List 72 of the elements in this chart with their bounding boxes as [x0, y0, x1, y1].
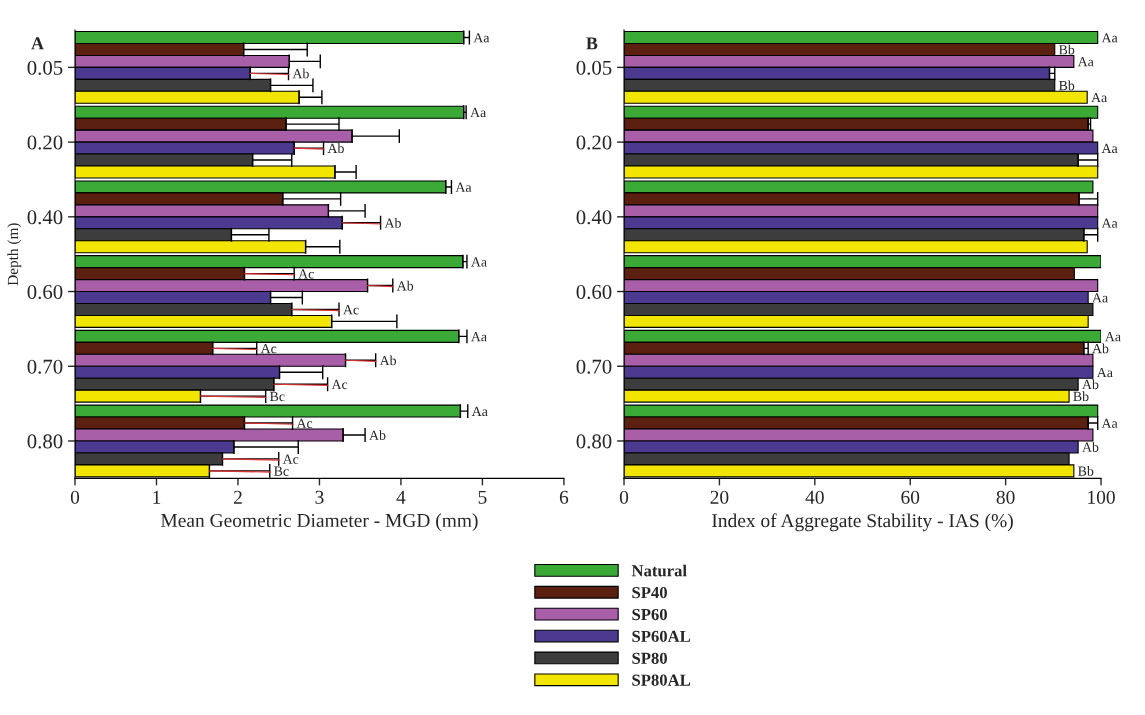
data-label: Aa	[470, 257, 487, 267]
y-tick-label: 0.05	[576, 60, 612, 75]
data-label: Ab	[1082, 379, 1099, 390]
data-label: Bb	[1073, 391, 1089, 402]
data-label: Ab	[396, 280, 414, 291]
x-tick-label: 60	[901, 490, 920, 504]
legend-label: SP60AL	[632, 630, 691, 643]
data-label: Aa	[473, 33, 490, 43]
chart-title: B	[586, 37, 598, 50]
data-label: Ac	[296, 418, 313, 428]
data-label: Aa	[1091, 92, 1108, 103]
data-label: Aa	[470, 332, 487, 342]
data-label: Aa	[455, 182, 472, 192]
legend-label: SP80AL	[632, 674, 691, 686]
x-tick-label: 20	[710, 490, 729, 504]
data-label: Ac	[331, 379, 348, 390]
data-label: Ac	[282, 454, 299, 464]
y-tick-label: 0.40	[576, 210, 612, 225]
x-tick-label: 100	[1088, 490, 1115, 504]
y-tick-label: 0.70	[576, 359, 612, 374]
data-label: Aa	[1096, 367, 1113, 378]
data-label: Aa	[1101, 143, 1118, 154]
data-label: Ab	[292, 68, 309, 79]
data-label: Ab	[379, 355, 397, 366]
data-label: Aa	[1101, 218, 1118, 228]
x-tick-label: 0	[70, 490, 80, 504]
data-label: Bc	[269, 391, 285, 402]
data-label: Bb	[1058, 80, 1075, 91]
data-label: Ab	[327, 143, 344, 154]
data-label: Ab	[1082, 442, 1099, 452]
x-axis-title: Index of Aggregate Stability - IAS (%)	[712, 513, 1013, 532]
chart-title: A	[31, 37, 44, 50]
data-label: Ab	[369, 430, 386, 440]
x-tick-label: 2	[233, 490, 242, 504]
x-tick-label: 6	[559, 490, 569, 504]
x-tick-label: 0	[619, 490, 629, 504]
data-label: Ab	[1092, 343, 1109, 354]
x-tick-label: 40	[805, 490, 824, 504]
data-label: Aa	[1101, 418, 1118, 428]
x-axis-title: Mean Geometric Diameter - MGD (mm)	[161, 513, 478, 531]
y-tick-label: 0.80	[576, 434, 612, 449]
x-tick-label: 3	[315, 490, 324, 504]
legend-label: SP40	[632, 587, 667, 599]
y-tick-label: 0.80	[27, 434, 63, 449]
data-label: Aa	[470, 107, 487, 118]
data-label: Ac	[260, 343, 277, 354]
y-tick-label: 0.60	[27, 284, 63, 300]
x-tick-label: 80	[996, 490, 1015, 504]
data-label: Ab	[384, 217, 401, 228]
data-label: Aa	[1101, 33, 1118, 43]
y-tick-label: 0.70	[27, 359, 63, 374]
y-tick-label: 0.40	[27, 210, 63, 225]
data-label: Bc	[274, 466, 289, 476]
y-tick-label: 0.05	[27, 60, 63, 75]
legend-label: Natural	[631, 564, 687, 577]
data-label: Aa	[471, 406, 488, 417]
legend-label: SP60	[632, 608, 667, 621]
legend-label: SP80	[632, 652, 667, 664]
data-label: Bb	[1058, 44, 1075, 55]
x-tick-label: 4	[396, 490, 406, 504]
y-tick-label: 0.20	[576, 135, 612, 150]
x-tick-label: 1	[153, 490, 161, 504]
y-axis-title: Depth (m)	[7, 223, 22, 286]
x-tick-label: 5	[478, 490, 487, 504]
data-label: Aa	[1092, 293, 1108, 303]
data-label: Bb	[1078, 466, 1094, 476]
y-tick-label: 0.60	[576, 284, 612, 300]
data-label: Aa	[1077, 57, 1094, 67]
y-tick-label: 0.20	[27, 135, 63, 150]
data-label: Ac	[298, 269, 314, 279]
data-label: Ac	[343, 305, 359, 315]
data-label: Aa	[1104, 332, 1121, 342]
